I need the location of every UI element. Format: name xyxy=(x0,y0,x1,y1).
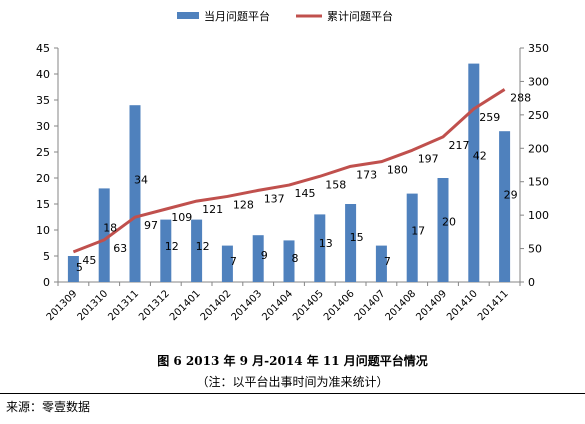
line-data-label: 259 xyxy=(479,111,500,124)
bar-data-label: 20 xyxy=(442,216,456,229)
bar-data-label: 13 xyxy=(319,237,333,250)
x-tick-label: 201401 xyxy=(168,288,203,323)
chart: 当月问题平台 累计问题平台 0 5 10 15 20 25 30 35 40 45 0 50 100 15… xyxy=(36,9,549,323)
y-right-tick-label: 100 xyxy=(528,209,549,222)
bar xyxy=(375,245,387,282)
bar xyxy=(160,219,172,282)
y-right-tick-label: 150 xyxy=(528,176,549,189)
y-right-tick-label: 50 xyxy=(528,243,542,256)
bar-data-label: 12 xyxy=(196,240,210,253)
x-tick-label: 201405 xyxy=(291,288,326,323)
bar-data-label: 17 xyxy=(411,225,425,238)
y-right-tick-label: 200 xyxy=(528,142,549,155)
x-tick-label: 201404 xyxy=(260,288,295,323)
bar-data-label: 12 xyxy=(165,240,179,253)
figure-caption: 图 6 2013 年 9 月-2014 年 11 月问题平台情况 xyxy=(157,354,428,368)
figure-note: （注：以平台出事时间为准来统计） xyxy=(196,375,389,389)
x-tick-label: 201409 xyxy=(414,288,449,323)
bar-data-label: 7 xyxy=(230,255,237,268)
y-left-tick-label: 45 xyxy=(36,42,50,55)
bar-data-label: 18 xyxy=(103,222,117,235)
x-tick-label: 201410 xyxy=(445,288,480,323)
legend-label-bar: 当月问题平台 xyxy=(204,9,270,23)
y-right-tick-label: 300 xyxy=(528,75,549,88)
plot-area: 0 5 10 15 20 25 30 35 40 45 0 50 100 150 200 250 300 350 2… xyxy=(36,42,549,323)
bar-data-label: 5 xyxy=(76,261,83,274)
line-data-label: 45 xyxy=(82,254,96,267)
bar xyxy=(221,245,233,282)
line-data-label: 197 xyxy=(418,152,439,165)
bar xyxy=(499,131,511,282)
source-note: 来源：零壹数据 xyxy=(6,400,91,414)
bar xyxy=(129,105,141,282)
series-line xyxy=(72,88,506,254)
legend-swatch-bar xyxy=(177,12,199,19)
bar xyxy=(252,235,264,282)
line-data-label: 121 xyxy=(202,203,223,216)
y-right-tick-label: 350 xyxy=(528,42,549,55)
line-data-label: 109 xyxy=(171,211,192,224)
x-tick-label: 201309 xyxy=(45,288,80,323)
y-left-tick-label: 40 xyxy=(36,68,50,81)
line-data-label: 97 xyxy=(144,219,158,232)
y-left-tick-label: 25 xyxy=(36,146,50,159)
x-tick-label: 201311 xyxy=(106,288,141,323)
y-left-tick-label: 15 xyxy=(36,198,50,211)
line-data-label: 180 xyxy=(387,164,408,177)
line-data-label: 173 xyxy=(356,168,377,181)
legend: 当月问题平台 累计问题平台 xyxy=(177,9,393,23)
y-left-tick-label: 35 xyxy=(36,94,50,107)
line-data-label: 145 xyxy=(295,187,316,200)
bar xyxy=(345,204,357,282)
bar xyxy=(406,193,418,282)
bar-data-label: 9 xyxy=(261,249,268,262)
line-data-label: 217 xyxy=(449,139,470,152)
x-tick-label: 201403 xyxy=(230,288,265,323)
y-right-tick-label: 0 xyxy=(528,276,535,289)
y-left-tick-label: 0 xyxy=(43,276,50,289)
legend-label-line: 累计问题平台 xyxy=(327,9,393,23)
line-data-label: 128 xyxy=(233,198,254,211)
line-data-label: 63 xyxy=(113,242,127,255)
bar-data-label: 42 xyxy=(473,149,487,162)
x-tick-label: 201408 xyxy=(384,288,419,323)
bar xyxy=(437,178,449,282)
bar xyxy=(314,214,326,282)
x-tick-label: 201406 xyxy=(322,288,357,323)
x-tick-label: 201402 xyxy=(199,288,234,323)
bar xyxy=(283,240,295,282)
x-tick-label: 201310 xyxy=(76,288,111,323)
bar xyxy=(67,256,79,282)
bar xyxy=(191,219,203,282)
divider xyxy=(0,393,585,394)
bar-data-label: 34 xyxy=(134,173,148,186)
y-right-tick-label: 250 xyxy=(528,109,549,122)
bar xyxy=(98,188,110,282)
line-data-label: 137 xyxy=(264,192,285,205)
y-left-tick-label: 30 xyxy=(36,120,50,133)
bar-data-label: 7 xyxy=(384,255,391,268)
y-left-tick-label: 5 xyxy=(43,250,50,263)
bar-data-label: 8 xyxy=(292,252,299,265)
x-tick-label: 201411 xyxy=(476,288,511,323)
x-tick-label: 201312 xyxy=(137,288,172,323)
bar-data-label: 15 xyxy=(350,231,364,244)
y-left-tick-label: 10 xyxy=(36,224,50,237)
bar-data-label: 29 xyxy=(504,189,518,202)
x-tick-label: 201407 xyxy=(353,288,388,323)
line-data-label: 158 xyxy=(325,178,346,191)
bar xyxy=(468,63,480,282)
y-left-tick-label: 20 xyxy=(36,172,50,185)
line-data-label: 288 xyxy=(510,91,531,104)
